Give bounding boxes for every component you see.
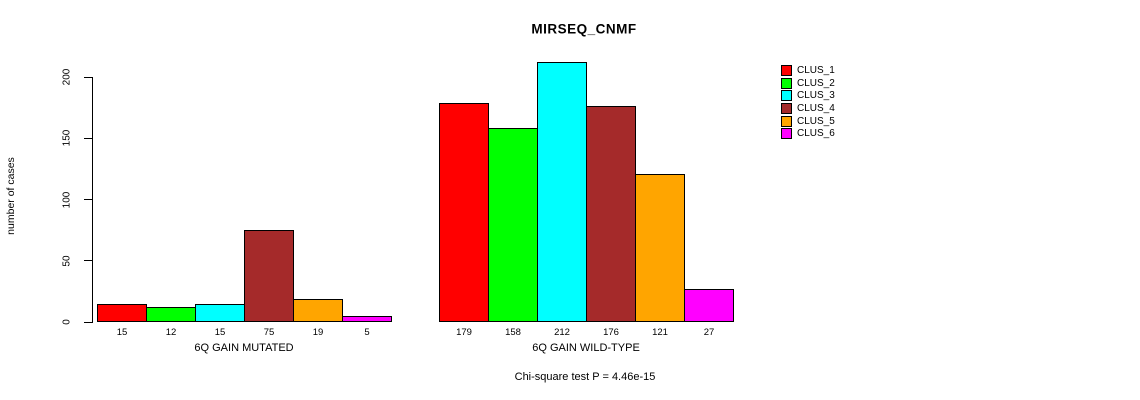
y-tick-label: 100 bbox=[61, 191, 73, 208]
bar-value-label: 19 bbox=[312, 327, 324, 338]
legend-swatch-clus_6 bbox=[781, 128, 792, 140]
legend-label: CLUS_4 bbox=[797, 102, 835, 114]
legend-row: CLUS_2 bbox=[781, 77, 835, 90]
y-tick-mark bbox=[84, 321, 92, 323]
legend-row: CLUS_4 bbox=[781, 102, 835, 115]
bar-clus_6 bbox=[342, 316, 392, 322]
legend-swatch-clus_2 bbox=[781, 77, 792, 89]
legend-row: CLUS_6 bbox=[781, 127, 835, 140]
chi-square-annotation: Chi-square test P = 4.46e-15 bbox=[514, 371, 656, 383]
bar-value-label: 158 bbox=[505, 327, 521, 338]
y-tick-label: 200 bbox=[61, 68, 73, 86]
legend-label: CLUS_1 bbox=[797, 64, 835, 76]
chart-title: MIRSEQ_CNMF bbox=[531, 21, 637, 37]
bar-clus_1 bbox=[439, 103, 489, 322]
bar-clus_4 bbox=[586, 106, 636, 322]
legend-swatch-clus_4 bbox=[781, 102, 792, 114]
legend-label: CLUS_2 bbox=[797, 77, 835, 89]
bar-clus_6 bbox=[684, 289, 734, 322]
y-tick-mark bbox=[84, 199, 92, 200]
bar-clus_5 bbox=[293, 299, 343, 322]
bar-value-label: 15 bbox=[214, 327, 226, 338]
y-tick-label: 50 bbox=[61, 255, 73, 267]
y-tick-label: 0 bbox=[61, 319, 73, 325]
bar-value-label: 179 bbox=[456, 327, 472, 338]
legend-swatch-clus_1 bbox=[781, 64, 792, 76]
bar-value-label: 5 bbox=[364, 327, 370, 338]
bar-value-label: 12 bbox=[165, 327, 177, 338]
legend-swatch-clus_3 bbox=[781, 90, 792, 102]
legend: CLUS_1 CLUS_2 CLUS_3 CLUS_4 CLUS_5 CLUS_6 bbox=[781, 64, 835, 140]
x-axis-group-label: 6Q GAIN MUTATED bbox=[194, 342, 294, 354]
legend-row: CLUS_3 bbox=[781, 89, 835, 102]
legend-row: CLUS_5 bbox=[781, 115, 835, 128]
bar-clus_5 bbox=[635, 174, 685, 322]
y-tick-mark bbox=[84, 137, 92, 139]
bar-value-label: 75 bbox=[263, 327, 275, 338]
legend-row: CLUS_1 bbox=[781, 64, 835, 77]
bar-value-label: 27 bbox=[703, 327, 715, 338]
bar-value-label: 121 bbox=[652, 327, 668, 338]
y-tick-label: 150 bbox=[61, 129, 73, 147]
bar-value-label: 15 bbox=[116, 327, 128, 338]
legend-label: CLUS_3 bbox=[797, 90, 835, 102]
bar-value-label: 176 bbox=[603, 327, 619, 338]
bar-value-label: 212 bbox=[554, 327, 570, 338]
y-axis-line bbox=[92, 77, 93, 323]
bar-clus_3 bbox=[195, 304, 245, 322]
x-axis-group-label: 6Q GAIN WILD-TYPE bbox=[532, 342, 640, 354]
y-axis-label: number of cases bbox=[5, 157, 17, 235]
bar-clus_2 bbox=[488, 128, 538, 322]
bar-clus_2 bbox=[146, 307, 196, 322]
bar-clus_4 bbox=[244, 230, 294, 322]
y-tick-mark bbox=[84, 260, 92, 262]
legend-swatch-clus_5 bbox=[781, 115, 792, 127]
bar-clus_3 bbox=[537, 62, 587, 322]
legend-label: CLUS_5 bbox=[797, 115, 835, 127]
legend-label: CLUS_6 bbox=[797, 128, 835, 140]
y-tick-mark bbox=[84, 76, 92, 78]
bar-clus_1 bbox=[97, 304, 147, 322]
